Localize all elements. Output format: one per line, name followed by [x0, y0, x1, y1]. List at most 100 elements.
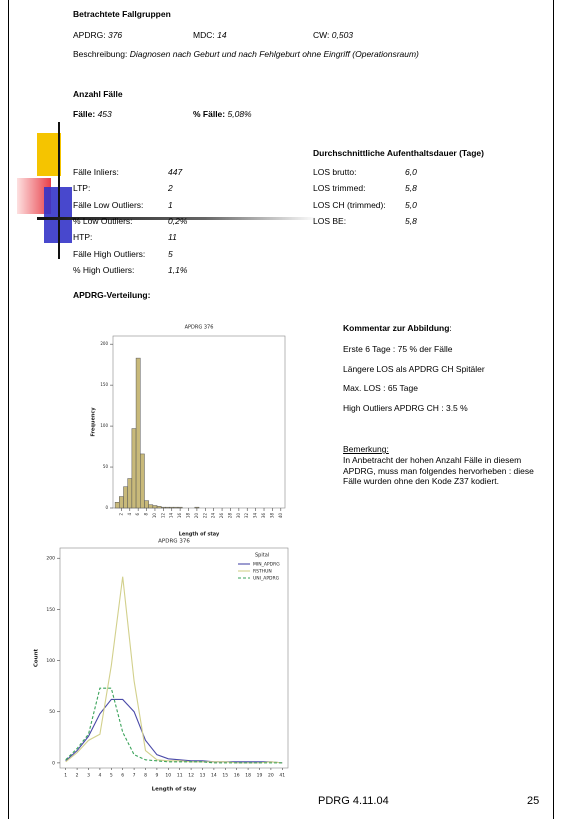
- bar: [114, 502, 120, 509]
- value: 0,503: [331, 30, 354, 40]
- y-tick-label: 50: [49, 709, 55, 715]
- y-axis-label: Frequency: [91, 407, 97, 437]
- x-tick-label: 10: [152, 513, 157, 519]
- x-tick-label: 13: [200, 773, 206, 779]
- field-value: 11: [168, 232, 177, 243]
- field-value: 6,0: [405, 167, 417, 177]
- x-tick-label: 24: [211, 513, 216, 519]
- bar: [131, 428, 137, 509]
- field: MDC: 14: [193, 30, 227, 41]
- x-tick-label: 16: [177, 513, 182, 519]
- field-label: LOS brutto:: [313, 167, 357, 177]
- bar: [123, 486, 128, 509]
- field-label: Fälle Low Outliers:: [73, 199, 144, 210]
- y-axis-label: Count: [34, 648, 40, 667]
- x-tick-label: 18: [245, 773, 251, 779]
- x-tick-label: 26: [219, 513, 224, 519]
- x-tick-label: 20: [194, 513, 199, 519]
- legend-label: UNI_APDRG: [253, 576, 280, 582]
- value: 453: [97, 109, 112, 119]
- bar: [194, 506, 200, 509]
- comment-line: Max. LOS : 65 Tage: [343, 383, 418, 394]
- x-tick-label: 38: [269, 513, 274, 519]
- field-label: % Low Outliers:: [73, 215, 133, 226]
- bar: [135, 357, 141, 509]
- field-label: Fälle High Outliers:: [73, 248, 146, 259]
- comment-title: Kommentar zur Abbildung:: [343, 323, 452, 333]
- x-tick-label: 41: [279, 773, 285, 779]
- x-tick-label: 6: [135, 513, 140, 516]
- x-tick-label: 6: [121, 773, 124, 779]
- x-tick-label: 8: [144, 773, 147, 779]
- field: Beschreibung: Diagnosen nach Geburt und …: [73, 49, 419, 60]
- x-tick-label: 40: [278, 513, 283, 519]
- label: CW:: [313, 30, 330, 40]
- x-tick-label: 14: [211, 773, 217, 779]
- y-tick-label: 100: [100, 423, 108, 428]
- x-tick-label: 18: [186, 513, 191, 519]
- series-line: [65, 576, 283, 764]
- field-label: LOS CH (trimmed):: [313, 199, 386, 210]
- legend-label: MIN_APDRG: [253, 562, 280, 568]
- deco-yellow: [37, 133, 61, 176]
- bar: [160, 506, 166, 509]
- field-value: 5,8: [405, 215, 417, 226]
- remark-title: Bemerkung:: [343, 444, 389, 454]
- series-line: [65, 698, 283, 764]
- x-tick-label: 20: [268, 773, 274, 779]
- chart-title: APDRG 376: [158, 539, 190, 545]
- x-tick-label: 28: [227, 513, 232, 519]
- field: APDRG: 376: [73, 30, 122, 41]
- page-number: 25: [527, 795, 540, 807]
- x-tick-label: 3: [87, 773, 90, 779]
- remark-text: In Anbetracht der hohen Anzahl Fälle in …: [343, 455, 534, 486]
- section-title: Betrachtete Fallgruppen: [73, 9, 171, 19]
- value: Diagnosen nach Geburt und nach Fehlgebur…: [129, 49, 419, 59]
- field-label: LOS trimmed:: [313, 183, 366, 194]
- x-tick-label: 9: [155, 773, 158, 779]
- x-tick-label: 4: [98, 773, 101, 779]
- field: % Fälle: 5,08%: [193, 109, 252, 120]
- field-value: 447: [168, 167, 183, 177]
- x-tick-label: 19: [257, 773, 263, 779]
- x-tick-label: 34: [253, 513, 258, 519]
- bar: [148, 504, 154, 509]
- x-tick-label: 36: [261, 513, 266, 519]
- bar: [165, 506, 170, 509]
- field-label: % High Outliers:: [73, 264, 135, 275]
- label: Kommentar zur Abbildung: [343, 323, 450, 333]
- chart-title: APDRG 376: [185, 325, 214, 331]
- field-value: 1: [168, 199, 173, 210]
- x-tick-label: 2: [76, 773, 79, 779]
- bar: [152, 505, 158, 509]
- footer-left: PDRG 4.11.04: [318, 795, 389, 807]
- x-tick-label: 10: [165, 773, 171, 779]
- field-value: 0,2%: [168, 215, 188, 226]
- bar: [144, 500, 149, 509]
- x-tick-label: 8: [144, 513, 149, 516]
- x-tick-label: 14: [169, 513, 174, 519]
- section-title: APDRG-Verteilung:: [73, 290, 151, 300]
- x-tick-label: 22: [202, 513, 207, 519]
- field-label: HTP:: [73, 232, 93, 243]
- section-title: Durchschnittliche Aufenthaltsdauer (Tage…: [313, 148, 484, 158]
- series-line: [65, 687, 283, 764]
- y-tick-label: 100: [46, 658, 55, 664]
- x-tick-label: 2: [118, 513, 123, 516]
- bar: [173, 506, 179, 509]
- comment-line: High Outliers APDRG CH : 3.5 %: [343, 403, 468, 414]
- deco-hline: [37, 217, 317, 220]
- x-tick-label: 12: [160, 513, 165, 519]
- field: CW: 0,503: [313, 30, 353, 41]
- value: 5,08%: [227, 109, 252, 119]
- field-value: 5,8: [405, 183, 417, 194]
- x-axis-label: Length of stay: [152, 787, 197, 793]
- label: % Fälle:: [193, 109, 226, 119]
- bar: [140, 453, 145, 509]
- field-value: 5,0: [405, 199, 417, 210]
- section-title: Anzahl Fälle: [73, 89, 123, 99]
- label: MDC:: [193, 30, 215, 40]
